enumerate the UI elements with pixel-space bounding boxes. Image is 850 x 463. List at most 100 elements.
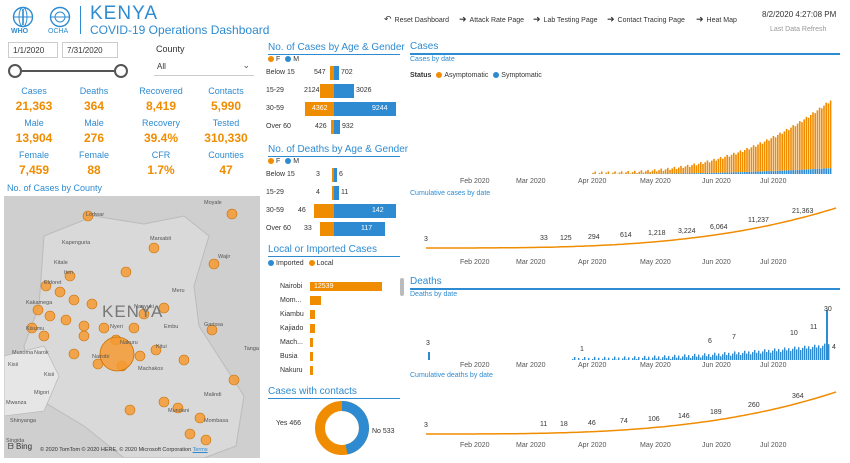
case-bar[interactable] bbox=[684, 166, 687, 174]
death-bar[interactable] bbox=[672, 356, 674, 360]
female-bar[interactable] bbox=[320, 222, 334, 236]
case-bar-symptomatic[interactable] bbox=[827, 168, 830, 174]
case-bar-symptomatic[interactable] bbox=[700, 173, 702, 174]
death-bar[interactable] bbox=[802, 347, 804, 360]
case-bar[interactable] bbox=[722, 158, 724, 173]
county-bubble[interactable] bbox=[226, 208, 238, 220]
case-bar[interactable] bbox=[715, 160, 717, 173]
case-bar-symptomatic[interactable] bbox=[748, 172, 750, 174]
death-bar[interactable] bbox=[814, 344, 816, 360]
case-bar-symptomatic[interactable] bbox=[746, 171, 748, 174]
death-bar[interactable] bbox=[648, 356, 650, 360]
case-bar-symptomatic[interactable] bbox=[739, 172, 742, 174]
local-chart-scrollbar[interactable] bbox=[400, 278, 404, 296]
case-bar-symptomatic[interactable] bbox=[796, 170, 799, 174]
death-bar[interactable] bbox=[820, 348, 822, 360]
case-bar-symptomatic[interactable] bbox=[783, 170, 786, 174]
death-bar[interactable] bbox=[674, 354, 676, 360]
case-bar[interactable] bbox=[785, 128, 788, 171]
county-bubble[interactable] bbox=[148, 242, 160, 254]
county-bubble[interactable] bbox=[78, 330, 90, 342]
death-bar[interactable] bbox=[654, 355, 656, 361]
case-bar-symptomatic[interactable] bbox=[768, 171, 770, 174]
case-bar-symptomatic[interactable] bbox=[686, 173, 689, 174]
death-bar[interactable] bbox=[800, 350, 802, 360]
death-bar[interactable] bbox=[646, 358, 648, 360]
county-bubble[interactable] bbox=[99, 336, 135, 372]
death-bar[interactable] bbox=[730, 355, 732, 360]
death-bar[interactable] bbox=[746, 353, 748, 360]
county-bubble[interactable] bbox=[172, 402, 184, 414]
case-bar-symptomatic[interactable] bbox=[821, 168, 823, 174]
case-bar[interactable] bbox=[634, 170, 636, 174]
death-bar[interactable] bbox=[790, 351, 792, 360]
case-bar-symptomatic[interactable] bbox=[794, 170, 797, 174]
case-bar[interactable] bbox=[708, 162, 711, 174]
death-bar[interactable] bbox=[660, 359, 662, 360]
county-bubble[interactable] bbox=[68, 348, 80, 360]
case-bar-symptomatic[interactable] bbox=[750, 171, 753, 174]
case-bar[interactable] bbox=[788, 130, 790, 171]
county-bubble[interactable] bbox=[150, 344, 162, 356]
county-bubble[interactable] bbox=[54, 286, 66, 298]
death-bar[interactable] bbox=[618, 357, 620, 361]
case-bar[interactable] bbox=[625, 172, 627, 174]
case-bar[interactable] bbox=[790, 127, 792, 171]
case-bar-symptomatic[interactable] bbox=[708, 173, 711, 174]
slider-handle-right[interactable] bbox=[114, 64, 128, 78]
case-bar-symptomatic[interactable] bbox=[711, 172, 713, 174]
case-bar-symptomatic[interactable] bbox=[790, 170, 792, 174]
death-bar[interactable] bbox=[770, 352, 772, 360]
death-bar[interactable] bbox=[804, 345, 806, 360]
county-bubble[interactable] bbox=[64, 270, 76, 282]
death-bar[interactable] bbox=[572, 359, 574, 360]
death-bar[interactable] bbox=[756, 352, 758, 360]
death-bar[interactable] bbox=[776, 351, 778, 360]
case-bar[interactable] bbox=[763, 141, 766, 172]
case-bar[interactable] bbox=[675, 169, 678, 174]
case-bar[interactable] bbox=[825, 102, 827, 169]
death-bar[interactable] bbox=[824, 343, 826, 360]
county-bubble[interactable] bbox=[134, 350, 146, 362]
case-bar-symptomatic[interactable] bbox=[691, 173, 693, 174]
death-bar[interactable] bbox=[738, 352, 740, 360]
date-slider[interactable] bbox=[8, 64, 130, 78]
local-bar[interactable] bbox=[310, 352, 313, 361]
case-bar[interactable] bbox=[656, 171, 658, 174]
case-bar-symptomatic[interactable] bbox=[825, 168, 827, 174]
county-bubble[interactable] bbox=[128, 322, 140, 334]
death-bar[interactable] bbox=[574, 357, 576, 360]
case-bar[interactable] bbox=[607, 171, 610, 174]
death-bar[interactable] bbox=[808, 346, 810, 360]
case-bar[interactable] bbox=[642, 172, 645, 174]
death-bar[interactable] bbox=[628, 357, 630, 360]
death-bar[interactable] bbox=[718, 353, 720, 361]
case-bar-symptomatic[interactable] bbox=[766, 171, 768, 174]
county-bubble[interactable] bbox=[178, 354, 190, 366]
female-bar[interactable] bbox=[314, 204, 334, 218]
county-bubble[interactable] bbox=[208, 258, 220, 270]
case-bar[interactable] bbox=[770, 138, 772, 172]
death-bar[interactable] bbox=[706, 356, 708, 360]
case-bar-symptomatic[interactable] bbox=[702, 173, 704, 174]
death-bar[interactable] bbox=[762, 351, 764, 360]
male-bar[interactable] bbox=[334, 168, 337, 182]
death-bar[interactable] bbox=[740, 355, 742, 360]
case-bar-symptomatic[interactable] bbox=[735, 172, 737, 174]
county-bubble[interactable] bbox=[206, 324, 218, 336]
death-bar[interactable] bbox=[690, 358, 692, 360]
case-bar[interactable] bbox=[706, 160, 709, 173]
male-bar[interactable] bbox=[334, 84, 354, 98]
case-bar[interactable] bbox=[755, 146, 757, 172]
case-bar-symptomatic[interactable] bbox=[788, 170, 790, 175]
case-bar-symptomatic[interactable] bbox=[781, 170, 783, 174]
case-bar[interactable] bbox=[700, 162, 702, 174]
county-bubble[interactable] bbox=[184, 428, 196, 440]
death-bar[interactable] bbox=[774, 348, 776, 360]
local-bar[interactable] bbox=[310, 310, 315, 319]
case-bar-symptomatic[interactable] bbox=[715, 172, 717, 174]
case-bar-symptomatic[interactable] bbox=[763, 171, 766, 174]
death-bar[interactable] bbox=[638, 357, 640, 360]
death-bar[interactable] bbox=[684, 354, 686, 360]
death-bar[interactable] bbox=[750, 354, 752, 360]
